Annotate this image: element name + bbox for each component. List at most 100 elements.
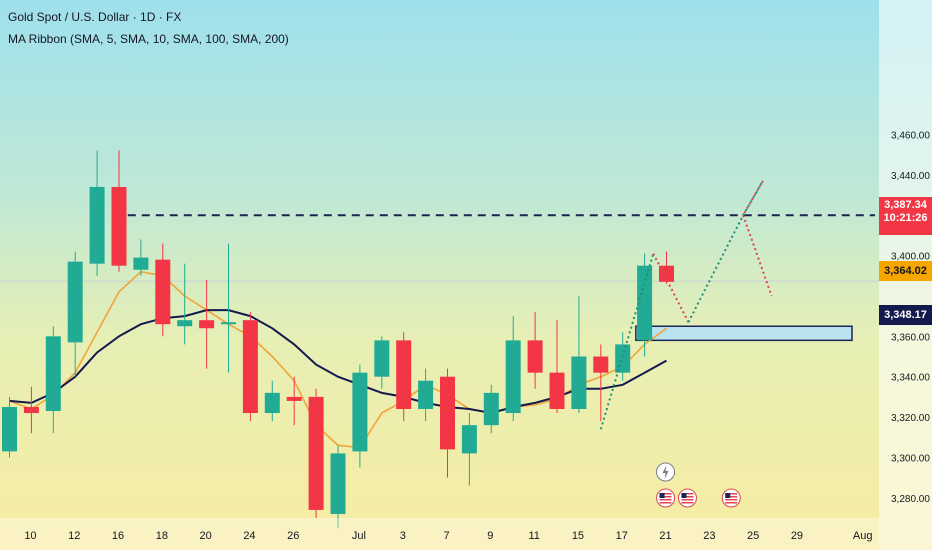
flag-stripe <box>659 496 672 498</box>
candle-body <box>461 425 477 454</box>
candle <box>67 251 83 377</box>
candle <box>637 253 653 357</box>
time-tick-label: 18 <box>156 530 168 542</box>
flag-stripe <box>725 496 738 498</box>
candle <box>45 326 61 434</box>
candle-body <box>264 392 280 414</box>
us-flag-icon <box>677 488 697 508</box>
flag-stripe <box>681 493 694 495</box>
candle <box>264 380 280 422</box>
flag-stripe <box>659 499 672 501</box>
us-flag-icon <box>721 488 741 508</box>
time-tick-label: Jul <box>352 530 366 542</box>
flag-stripe <box>681 499 694 501</box>
time-axis-bg <box>0 518 879 550</box>
candle-body <box>2 406 17 452</box>
candle-body <box>352 372 368 452</box>
candle <box>374 336 390 389</box>
candle-body <box>199 320 215 329</box>
us-flag-icon <box>656 488 676 508</box>
time-tick-label: 24 <box>243 530 255 542</box>
flag-circle <box>677 488 697 508</box>
candle-body <box>330 453 346 514</box>
candle <box>352 364 368 468</box>
indicator-legend[interactable]: MA Ribbon (SMA, 5, SMA, 10, SMA, 100, SM… <box>8 32 289 46</box>
candle <box>199 279 215 369</box>
candle <box>2 396 17 458</box>
flag-canton <box>659 493 665 498</box>
candle-body <box>505 340 521 414</box>
candle <box>440 368 455 478</box>
candle <box>221 243 236 373</box>
candle <box>242 312 258 422</box>
candle-body <box>527 340 543 373</box>
projection-segment <box>742 180 764 216</box>
candle <box>483 384 499 434</box>
candle <box>177 263 193 345</box>
time-tick-label: 29 <box>791 530 803 542</box>
time-tick-label: 7 <box>443 530 449 542</box>
candle-body <box>155 259 171 325</box>
candle <box>308 388 324 518</box>
flag-stripe <box>725 499 738 501</box>
lightning-bolt <box>662 465 669 479</box>
bar-countdown: 10:21:26 <box>883 212 928 224</box>
time-tick-label: 16 <box>112 530 124 542</box>
time-tick-label: 25 <box>747 530 759 542</box>
candle <box>593 344 609 422</box>
candle <box>111 150 127 272</box>
candle-body <box>396 340 412 410</box>
time-tick-label: 10 <box>24 530 36 542</box>
time-tick-label: 9 <box>487 530 493 542</box>
candle-body <box>177 320 193 327</box>
candle-body <box>308 396 324 510</box>
projection-segment <box>742 180 764 216</box>
price-tick-label: 3,300.00 <box>891 453 930 464</box>
flag-circle <box>656 488 676 508</box>
candle-body <box>549 372 565 410</box>
time-tick-label: 3 <box>400 530 406 542</box>
symbol-title[interactable]: Gold Spot / U.S. Dollar · 1D · FX <box>8 10 182 24</box>
candle <box>396 332 412 422</box>
ma-short-price-tag: 3,364.02 <box>879 261 932 281</box>
candle <box>286 376 302 426</box>
time-tick-label: Aug <box>853 530 873 542</box>
time-tick-label: 11 <box>528 530 539 542</box>
candle-body <box>67 261 83 343</box>
candle-body <box>89 186 105 264</box>
flag-stripe <box>659 502 672 504</box>
candle <box>418 368 434 422</box>
price-tick-label: 3,440.00 <box>891 171 930 182</box>
candle-body <box>418 380 434 410</box>
candle <box>133 239 149 276</box>
flag-stripe <box>725 502 738 504</box>
candle-body <box>637 265 653 341</box>
candle <box>89 150 105 276</box>
candle <box>659 251 674 284</box>
time-tick-label: 26 <box>287 530 299 542</box>
candle-body <box>242 320 258 414</box>
time-tick-label: 23 <box>703 530 715 542</box>
price-tick-label: 3,320.00 <box>891 413 930 424</box>
ma-long-price-tag: 3,348.17 <box>879 305 932 325</box>
last-price-tag: 3,387.34 10:21:26 <box>879 197 932 235</box>
candle <box>571 295 587 414</box>
candle-body <box>593 356 609 373</box>
price-tick-label: 3,340.00 <box>891 373 930 384</box>
candle-body <box>111 186 127 266</box>
candle <box>461 413 477 486</box>
price-tick-label: 3,400.00 <box>891 252 930 263</box>
flag-stripe <box>725 493 738 495</box>
candle-body <box>374 340 390 377</box>
candle-body <box>286 396 302 401</box>
candle-body <box>615 344 631 373</box>
last-price-value: 3,387.34 <box>884 199 927 211</box>
flag-canton <box>681 493 687 498</box>
candle-body <box>23 406 39 414</box>
candle <box>155 243 171 337</box>
candle <box>505 316 521 422</box>
candle-body <box>440 376 455 450</box>
candle <box>23 386 39 434</box>
candle <box>549 320 565 414</box>
